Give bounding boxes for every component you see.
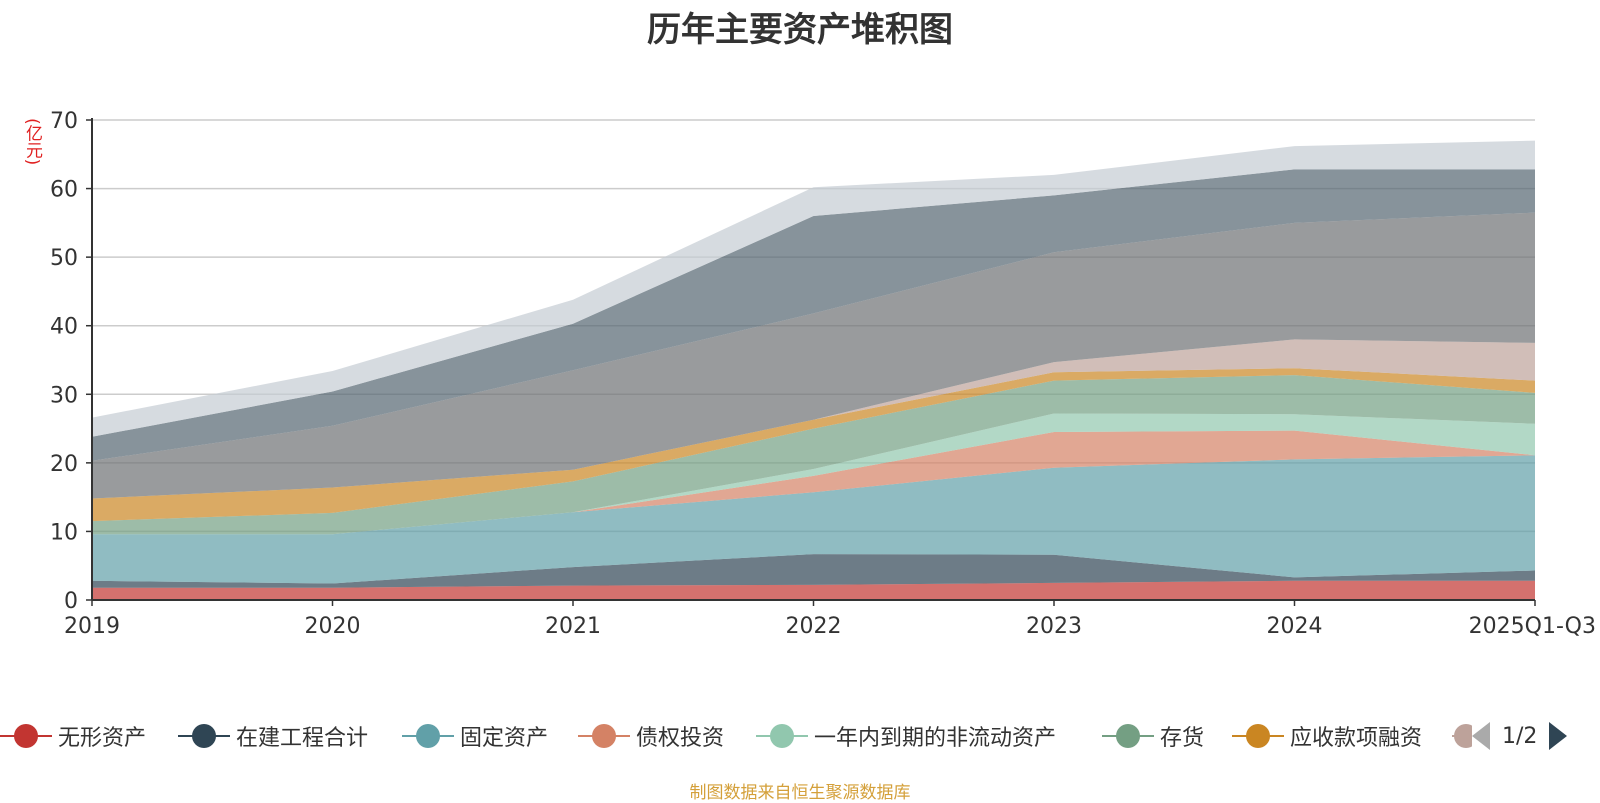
legend-marker-icon [1232, 723, 1284, 749]
legend-item-1[interactable]: 在建工程合计 [178, 718, 368, 754]
legend-pager: 1/2 [1472, 718, 1568, 754]
x-tick-label: 2019 [64, 614, 120, 639]
y-axis-unit-label: (亿元) [22, 118, 42, 166]
chart-title: 历年主要资产堆积图 [647, 10, 953, 50]
area-series-10[interactable] [92, 140, 1535, 437]
y-tick-label: 20 [50, 452, 78, 477]
area-series-5[interactable] [92, 375, 1535, 535]
legend-marker-icon [0, 723, 52, 749]
y-tick-label: 30 [50, 383, 78, 408]
x-tick-label: 2021 [545, 614, 601, 639]
legend-item-6[interactable]: 应收款项融资 [1232, 718, 1422, 754]
legend-label: 债权投资 [636, 726, 725, 751]
legend-item-4[interactable]: 一年内到期的非流动资产 [756, 718, 1056, 754]
x-tick-label: 2024 [1267, 614, 1323, 639]
legend-item-2[interactable]: 固定资产 [402, 718, 548, 754]
legend-marker-icon [1102, 723, 1154, 749]
legend-label: 一年内到期的非流动资产 [814, 726, 1057, 751]
x-tick-label: 2023 [1026, 614, 1082, 639]
area-series-6[interactable] [92, 368, 1535, 522]
area-series-9[interactable] [92, 169, 1535, 461]
area-series-8[interactable] [92, 212, 1535, 499]
legend-next-page-icon[interactable] [1549, 722, 1568, 750]
x-tick-label: 2020 [305, 614, 361, 639]
legend-item-3[interactable]: 债权投资 [578, 718, 724, 754]
y-tick-label: 60 [50, 178, 78, 203]
legend-label: 应收款项融资 [1290, 726, 1423, 751]
area-series-2[interactable] [92, 455, 1535, 584]
legend-label: 在建工程合计 [236, 726, 369, 751]
legend-label: 存货 [1160, 726, 1205, 751]
y-tick-label: 10 [50, 520, 78, 545]
data-source-note: 制图数据来自恒生聚源数据库 [689, 783, 911, 803]
legend-item-5[interactable]: 存货 [1102, 718, 1204, 754]
legend-item-0[interactable]: 无形资产 [0, 718, 146, 754]
legend-marker-icon [578, 723, 630, 749]
y-tick-label: 0 [64, 589, 78, 614]
area-series-1[interactable] [92, 554, 1535, 588]
legend: 1/2 无形资产 在建工程合计 固定资产 债权投资 一年内到期的非流动资产 存货 应收款项融… [0, 718, 1600, 758]
legend-label: 无形资产 [58, 726, 147, 751]
area-series-4[interactable] [92, 413, 1535, 535]
x-tick-label: 2025Q1-Q3 [1469, 614, 1596, 639]
area-series [92, 140, 1535, 600]
legend-item-partial [1452, 718, 1472, 754]
y-tick-label: 50 [50, 246, 78, 271]
stacked-area-chart: 0 10 20 30 40 50 60 70 2019 2020 2021 2022 2023 2024 2… [50, 109, 1596, 639]
y-tick-label: 70 [50, 109, 78, 134]
axes: 0 10 20 30 40 50 60 70 2019 2020 2021 2022 2023 2024 2… [50, 109, 1596, 639]
x-tick-label: 2022 [786, 614, 842, 639]
legend-marker-icon [1452, 723, 1472, 749]
area-series-0[interactable] [92, 580, 1535, 600]
area-series-7[interactable] [92, 339, 1535, 499]
area-series-3[interactable] [92, 430, 1535, 535]
legend-label: 固定资产 [460, 726, 549, 751]
legend-prev-page-icon[interactable] [1472, 722, 1490, 750]
legend-marker-icon [756, 723, 808, 749]
legend-page-indicator: 1/2 [1502, 723, 1538, 749]
legend-marker-icon [178, 723, 230, 749]
y-tick-label: 40 [50, 315, 78, 340]
legend-marker-icon [402, 723, 454, 749]
